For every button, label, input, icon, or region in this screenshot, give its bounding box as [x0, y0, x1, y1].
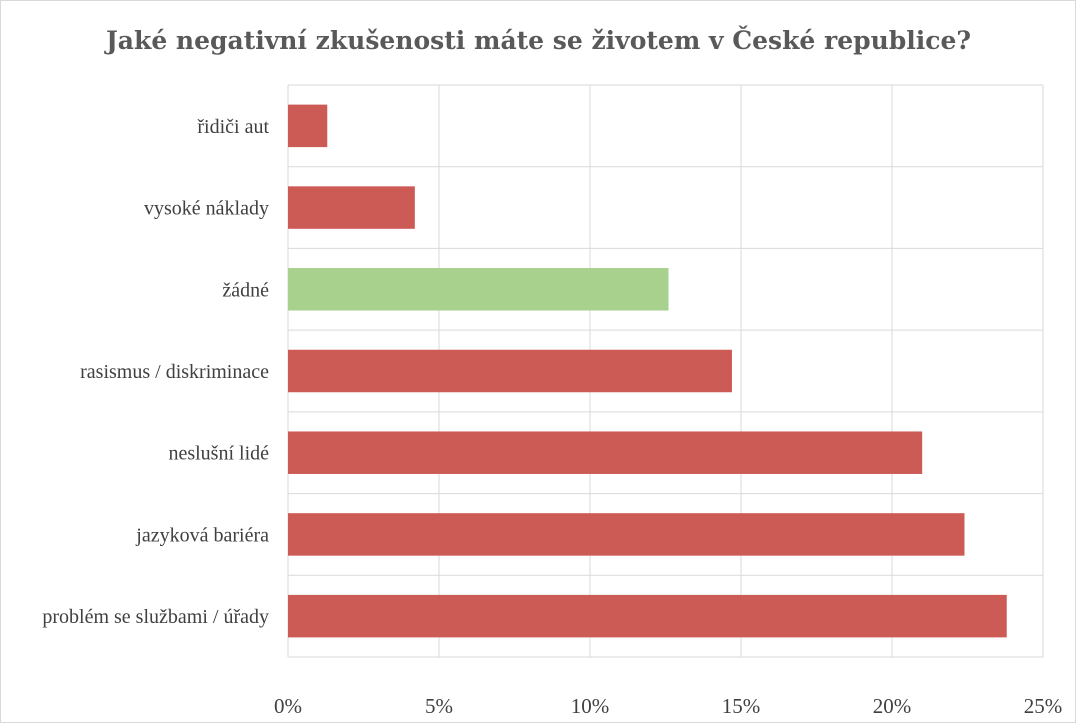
category-label: žádné	[222, 279, 269, 301]
bar	[288, 104, 328, 148]
bar	[288, 431, 923, 474]
x-tick-labels: 0% 5% 10% 15% 20% 25%	[274, 694, 1062, 718]
bars	[288, 104, 1007, 638]
category-label: vysoké náklady	[144, 198, 269, 220]
chart-title: Jaké negativní zkušenosti máte se živote…	[105, 26, 972, 55]
bar	[288, 594, 1007, 638]
bar	[288, 186, 415, 229]
category-label: řidiči aut	[197, 116, 269, 138]
category-label: jazyková bariéra	[135, 524, 269, 546]
bar	[288, 268, 669, 311]
x-tick-label: 25%	[1024, 694, 1063, 718]
category-label: problém se službami / úřady	[42, 606, 269, 628]
x-tick-label: 10%	[571, 694, 610, 718]
category-label: rasismus / diskriminace	[80, 361, 269, 383]
gridlines	[287, 84, 1044, 658]
category-labels: řidiči aut vysoké náklady žádné rasismus / …	[42, 116, 269, 628]
category-label: neslušní lidé	[168, 443, 269, 465]
x-tick-label: 0%	[274, 694, 302, 718]
x-tick-label: 15%	[722, 694, 761, 718]
bar	[288, 513, 965, 556]
x-tick-label: 20%	[873, 694, 912, 718]
bar	[288, 349, 732, 393]
x-tick-label: 5%	[425, 694, 453, 718]
